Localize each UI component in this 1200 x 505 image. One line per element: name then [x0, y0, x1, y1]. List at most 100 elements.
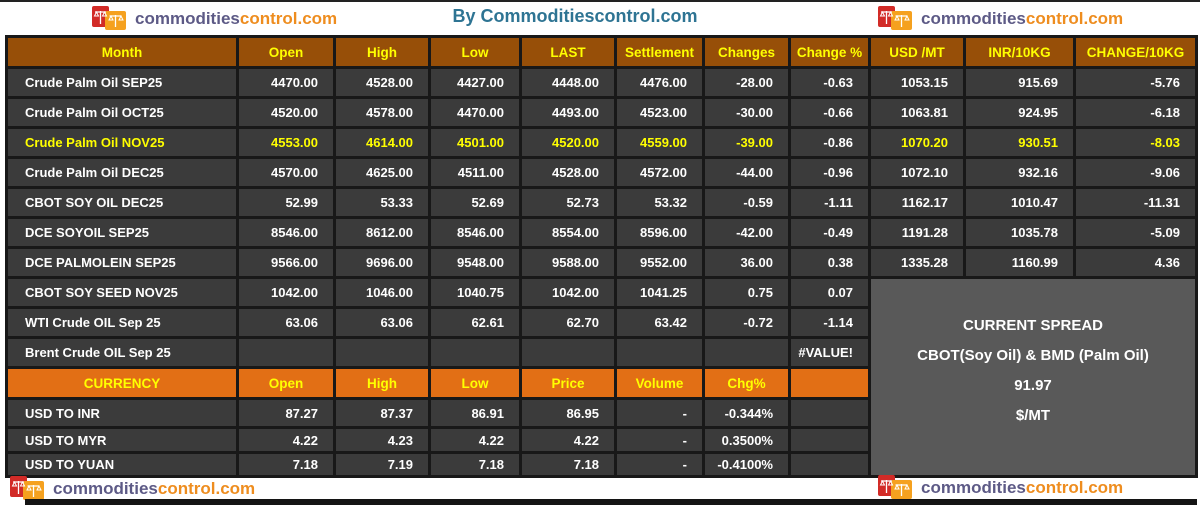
high-cell: 9696.00 [336, 249, 428, 276]
high-cell: 8612.00 [336, 219, 428, 246]
open-cell: 4553.00 [239, 129, 333, 156]
inr-10kg-cell: 1035.78 [966, 219, 1073, 246]
col-header-currency: CURRENCY [8, 369, 236, 397]
changes-cell: 0.75 [705, 279, 788, 306]
col-header-low: Low [431, 38, 519, 66]
col-header-settlement: Settlement [617, 38, 702, 66]
change-pct-cell: 0.07 [791, 279, 868, 306]
changes-cell: -42.00 [705, 219, 788, 246]
month-cell: DCE SOYOIL SEP25 [8, 219, 236, 246]
month-cell: Crude Palm Oil SEP25 [8, 69, 236, 96]
high-cell [336, 339, 428, 366]
page-title: By Commoditiescontrol.com [452, 6, 698, 26]
change-10kg-cell: -8.03 [1076, 129, 1195, 156]
price-cell: 4.22 [522, 429, 614, 451]
currency-header-spacer [791, 369, 868, 397]
high-cell: 53.33 [336, 189, 428, 216]
open-cell: 1042.00 [239, 279, 333, 306]
price-cell: 86.95 [522, 400, 614, 426]
spread-value: 91.97 [1014, 377, 1052, 394]
last-cell [522, 339, 614, 366]
change-pct-cell: -0.96 [791, 159, 868, 186]
change-10kg-cell: -11.31 [1076, 189, 1195, 216]
commoditiescontrol-logo-top-right: commoditiescontrol.com [878, 6, 1123, 32]
change-10kg-cell: -9.06 [1076, 159, 1195, 186]
scales-logo-icon [10, 476, 44, 500]
open-cell: 63.06 [239, 309, 333, 336]
usd-mt-cell: 1063.81 [871, 99, 963, 126]
scales-logo-icon [878, 6, 912, 30]
low-cell [431, 339, 519, 366]
last-cell: 4493.00 [522, 99, 614, 126]
volume-cell: - [617, 454, 702, 475]
low-cell: 8546.00 [431, 219, 519, 246]
current-spread-box: CURRENT SPREAD CBOT(Soy Oil) & BMD (Palm… [871, 279, 1195, 475]
changes-cell: -28.00 [705, 69, 788, 96]
high-cell: 4578.00 [336, 99, 428, 126]
month-cell: Crude Palm Oil OCT25 [8, 99, 236, 126]
high-cell: 1046.00 [336, 279, 428, 306]
low-cell: 86.91 [431, 400, 519, 426]
currency-name-cell: USD TO YUAN [8, 454, 236, 475]
spread-unit: $/MT [1015, 407, 1051, 424]
volume-cell: - [617, 429, 702, 451]
spread-pair: CBOT(Soy Oil) & BMD (Palm Oil) [917, 347, 1149, 364]
col-header-high: High [336, 38, 428, 66]
change-10kg-cell: -5.09 [1076, 219, 1195, 246]
low-cell: 7.18 [431, 454, 519, 475]
change-pct-cell: 0.38 [791, 249, 868, 276]
open-cell: 4.22 [239, 429, 333, 451]
currency-name-cell: USD TO MYR [8, 429, 236, 451]
col-header-open: Open [239, 369, 333, 397]
settlement-cell: 63.42 [617, 309, 702, 336]
month-cell: CBOT SOY SEED NOV25 [8, 279, 236, 306]
inr-10kg-cell: 915.69 [966, 69, 1073, 96]
settlement-cell: 4559.00 [617, 129, 702, 156]
volume-cell: - [617, 400, 702, 426]
open-cell [239, 339, 333, 366]
changes-cell: -44.00 [705, 159, 788, 186]
open-cell: 87.27 [239, 400, 333, 426]
last-cell: 4448.00 [522, 69, 614, 96]
change-pct-cell: -0.66 [791, 99, 868, 126]
change-pct-cell: -1.11 [791, 189, 868, 216]
open-cell: 52.99 [239, 189, 333, 216]
commoditiescontrol-logo-top-left: commoditiescontrol.com [92, 6, 337, 32]
low-cell: 4501.00 [431, 129, 519, 156]
change-10kg-cell: -5.76 [1076, 69, 1195, 96]
logo-text: commoditiescontrol.com [921, 478, 1124, 497]
col-header-volume: Volume [617, 369, 702, 397]
change-10kg-cell: -6.18 [1076, 99, 1195, 126]
usd-mt-cell: 1191.28 [871, 219, 963, 246]
low-cell: 4.22 [431, 429, 519, 451]
last-cell: 8554.00 [522, 219, 614, 246]
low-cell: 52.69 [431, 189, 519, 216]
open-cell: 4570.00 [239, 159, 333, 186]
col-header-changes: Changes [705, 38, 788, 66]
high-cell: 4614.00 [336, 129, 428, 156]
logo-text: commoditiescontrol.com [921, 9, 1124, 28]
last-cell: 62.70 [522, 309, 614, 336]
currency-name-cell: USD TO INR [8, 400, 236, 426]
chg-pct-cell: -0.344% [705, 400, 788, 426]
month-cell: Crude Palm Oil DEC25 [8, 159, 236, 186]
low-cell: 4511.00 [431, 159, 519, 186]
low-cell: 4427.00 [431, 69, 519, 96]
commoditiescontrol-logo-bottom-right: commoditiescontrol.com [878, 475, 1123, 501]
last-cell: 9588.00 [522, 249, 614, 276]
inr-10kg-cell: 1010.47 [966, 189, 1073, 216]
inr-10kg-cell: 932.16 [966, 159, 1073, 186]
settlement-cell: 8596.00 [617, 219, 702, 246]
settlement-cell: 53.32 [617, 189, 702, 216]
col-header-change-pct: Change % [791, 38, 868, 66]
changes-cell [705, 339, 788, 366]
changes-cell: -30.00 [705, 99, 788, 126]
changes-cell: -0.72 [705, 309, 788, 336]
col-header-month: Month [8, 38, 236, 66]
scales-logo-icon [92, 6, 126, 30]
change-pct-cell: -0.86 [791, 129, 868, 156]
open-cell: 9566.00 [239, 249, 333, 276]
month-cell: CBOT SOY OIL DEC25 [8, 189, 236, 216]
last-cell: 52.73 [522, 189, 614, 216]
usd-mt-cell: 1072.10 [871, 159, 963, 186]
